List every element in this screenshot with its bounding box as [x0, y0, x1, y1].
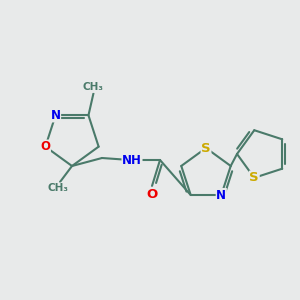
Text: N: N — [216, 188, 226, 202]
Text: CH₃: CH₃ — [83, 82, 104, 92]
Text: NH: NH — [122, 154, 142, 166]
Text: O: O — [40, 140, 50, 153]
Text: S: S — [250, 171, 259, 184]
Text: N: N — [50, 109, 61, 122]
Text: O: O — [146, 188, 158, 200]
Text: CH₃: CH₃ — [47, 183, 68, 193]
Text: S: S — [201, 142, 211, 154]
